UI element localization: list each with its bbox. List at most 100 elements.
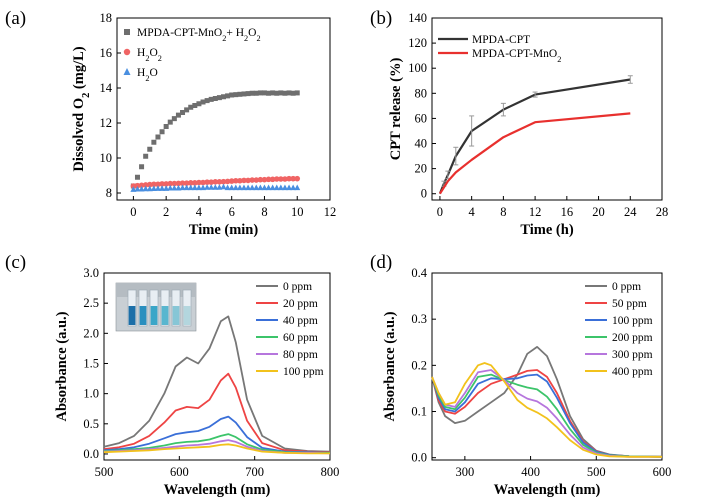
data-point-0 (204, 98, 210, 104)
y-tick-label: 40 (415, 137, 428, 151)
x-tick-label: 2 (163, 205, 169, 219)
x-tick-label: 800 (321, 465, 340, 479)
data-point-0 (163, 124, 169, 129)
x-tick-label: 500 (587, 465, 606, 479)
series-line-1 (103, 372, 331, 454)
data-point-1 (282, 176, 288, 182)
data-point-0 (253, 90, 259, 96)
data-point-2 (240, 184, 247, 191)
data-point-1 (155, 181, 161, 188)
x-tick-label: 8 (261, 205, 267, 219)
y-tick-label: 0 (421, 187, 427, 201)
y-tick-label: 14 (100, 81, 113, 95)
data-point-2 (130, 186, 137, 192)
data-point-0 (282, 90, 288, 96)
inset-photo (115, 282, 197, 332)
x-tick-label: 0 (437, 205, 443, 219)
data-point-0 (159, 129, 165, 135)
data-point-1 (265, 176, 272, 183)
data-point-1 (261, 176, 268, 183)
x-tick-label: 300 (455, 465, 474, 479)
y-tick-label: 0.2 (411, 358, 427, 372)
y-tick-label: 80 (415, 86, 428, 100)
x-tick-label: 12 (324, 205, 337, 219)
cuvette-solution (150, 306, 158, 325)
data-point-1 (224, 178, 231, 185)
data-point-0 (221, 94, 226, 100)
data-point-0 (245, 91, 251, 97)
y-tick-label: 12 (100, 116, 113, 130)
series-line-5 (431, 362, 662, 458)
x-tick-label: 10 (291, 205, 304, 219)
data-point-2 (265, 184, 272, 191)
data-point-0 (192, 103, 198, 108)
x-tick-label: 6 (229, 205, 235, 219)
data-point-0 (290, 90, 296, 96)
y-tick-label: 120 (408, 36, 427, 50)
series-line-3 (103, 433, 330, 454)
data-point-1 (187, 180, 194, 186)
data-point-2 (159, 185, 166, 191)
axes-frame-2 (103, 272, 331, 461)
cuvette-solution (128, 306, 136, 325)
data-point-1 (204, 179, 210, 185)
data-point-1 (159, 181, 165, 187)
data-point-2 (208, 184, 215, 190)
data-point-0 (257, 90, 263, 96)
data-point-0 (212, 96, 218, 101)
data-point-1 (208, 179, 215, 185)
data-point-0 (175, 112, 181, 118)
cuvette-solution (161, 306, 169, 325)
y-tick-label: 2.0 (83, 326, 99, 340)
data-point-0 (216, 95, 222, 101)
y-tick-label: 0.5 (83, 417, 99, 431)
series-line-0 (431, 346, 663, 458)
legend-label: 80 ppm (283, 349, 318, 361)
data-point-2 (175, 184, 182, 191)
legend-label: 100 ppm (283, 366, 324, 378)
data-point-1 (138, 182, 145, 189)
y-tick-label: 0.0 (411, 451, 427, 465)
series-line-2 (103, 415, 331, 454)
data-point-1 (171, 180, 178, 187)
data-point-1 (183, 180, 190, 186)
data-point-0 (241, 91, 247, 97)
y-tick-label: 18 (100, 11, 113, 25)
data-point-2 (245, 184, 252, 191)
data-point-1 (257, 176, 264, 183)
y-axis-label: CPT release (%) (388, 58, 404, 161)
data-point-2 (212, 184, 219, 190)
legend-label: 200 ppm (612, 332, 653, 344)
panel-label: (c) (5, 252, 26, 273)
legend-label: 0 ppm (612, 281, 641, 293)
data-point-0 (139, 164, 145, 170)
y-tick-label: 140 (408, 11, 427, 25)
x-tick-label: 12 (529, 205, 542, 219)
data-point-1 (167, 180, 174, 187)
data-point-2 (187, 184, 194, 191)
legend-label: 0 ppm (283, 281, 312, 293)
x-axis-label: Time (h) (520, 222, 573, 238)
panel-label: (a) (5, 8, 26, 29)
data-point-1 (179, 180, 186, 186)
axes-frames (103, 17, 663, 461)
y-tick-label: 60 (415, 111, 428, 125)
data-point-1 (200, 179, 206, 186)
data-point-2 (138, 185, 145, 192)
legend-label: 60 ppm (283, 332, 318, 344)
cuvette-solution (183, 306, 191, 325)
data-point-1 (151, 181, 157, 188)
data-point-0 (171, 116, 177, 122)
data-point-0 (134, 174, 140, 180)
data-point-1 (142, 182, 149, 188)
data-point-0 (274, 90, 280, 96)
legend-label: 50 ppm (612, 298, 647, 310)
data-point-2 (167, 184, 174, 191)
data-point-2 (277, 184, 284, 191)
legend-marker (123, 48, 131, 56)
y-tick-label: 10 (100, 151, 113, 165)
data-point-0 (147, 146, 153, 152)
data-point-2 (273, 184, 280, 191)
